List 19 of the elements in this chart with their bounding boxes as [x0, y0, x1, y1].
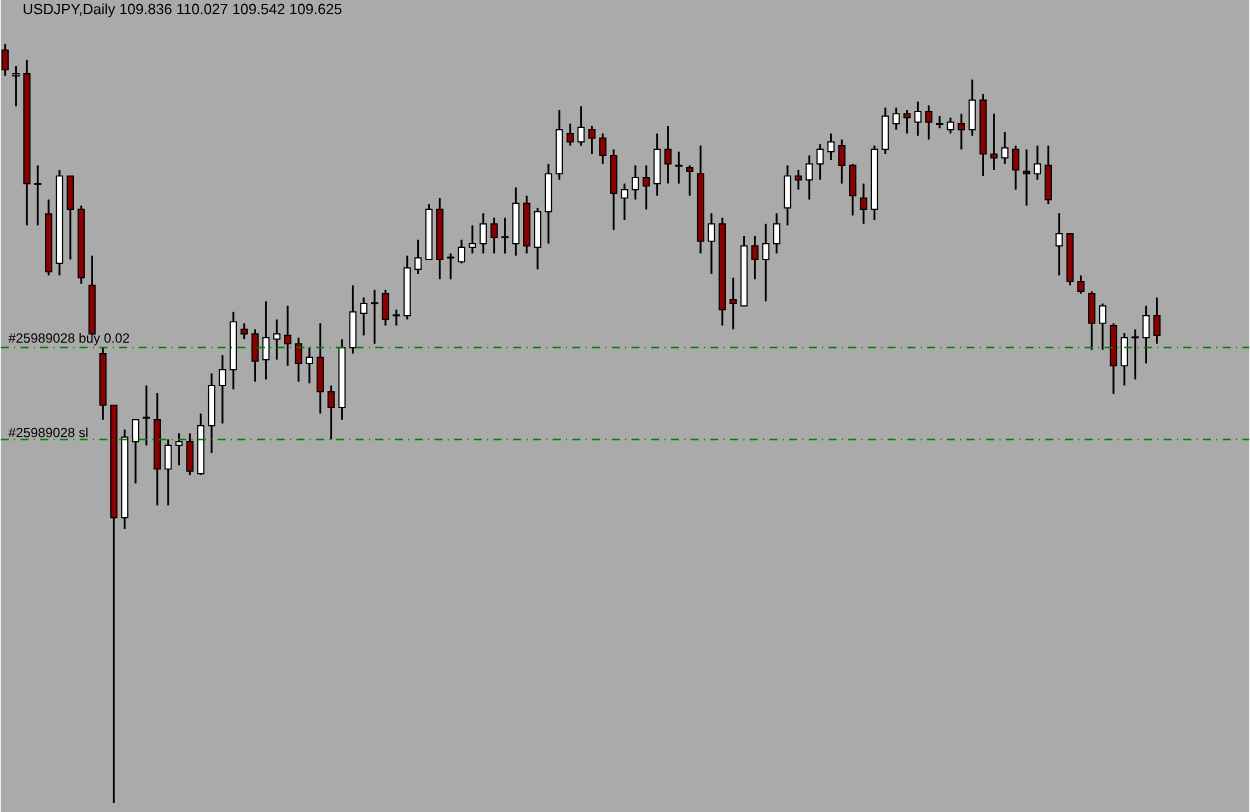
candlestick — [631, 163, 640, 200]
candlestick — [533, 206, 542, 270]
candlestick — [859, 182, 868, 225]
candlestick — [696, 144, 705, 254]
candlestick — [794, 168, 803, 191]
candlestick — [1088, 289, 1096, 351]
candlestick — [284, 304, 292, 367]
candlestick — [1098, 302, 1107, 351]
candlestick — [1044, 144, 1052, 205]
candlestick — [1120, 331, 1128, 386]
candlestick — [772, 211, 781, 254]
candlestick — [305, 346, 314, 384]
candlestick — [957, 112, 965, 150]
candlestick — [207, 371, 216, 454]
candlestick — [229, 310, 237, 390]
candlestick — [1033, 144, 1042, 181]
candlestick — [610, 148, 618, 231]
candlestick — [675, 150, 683, 185]
candlestick — [1, 42, 9, 77]
